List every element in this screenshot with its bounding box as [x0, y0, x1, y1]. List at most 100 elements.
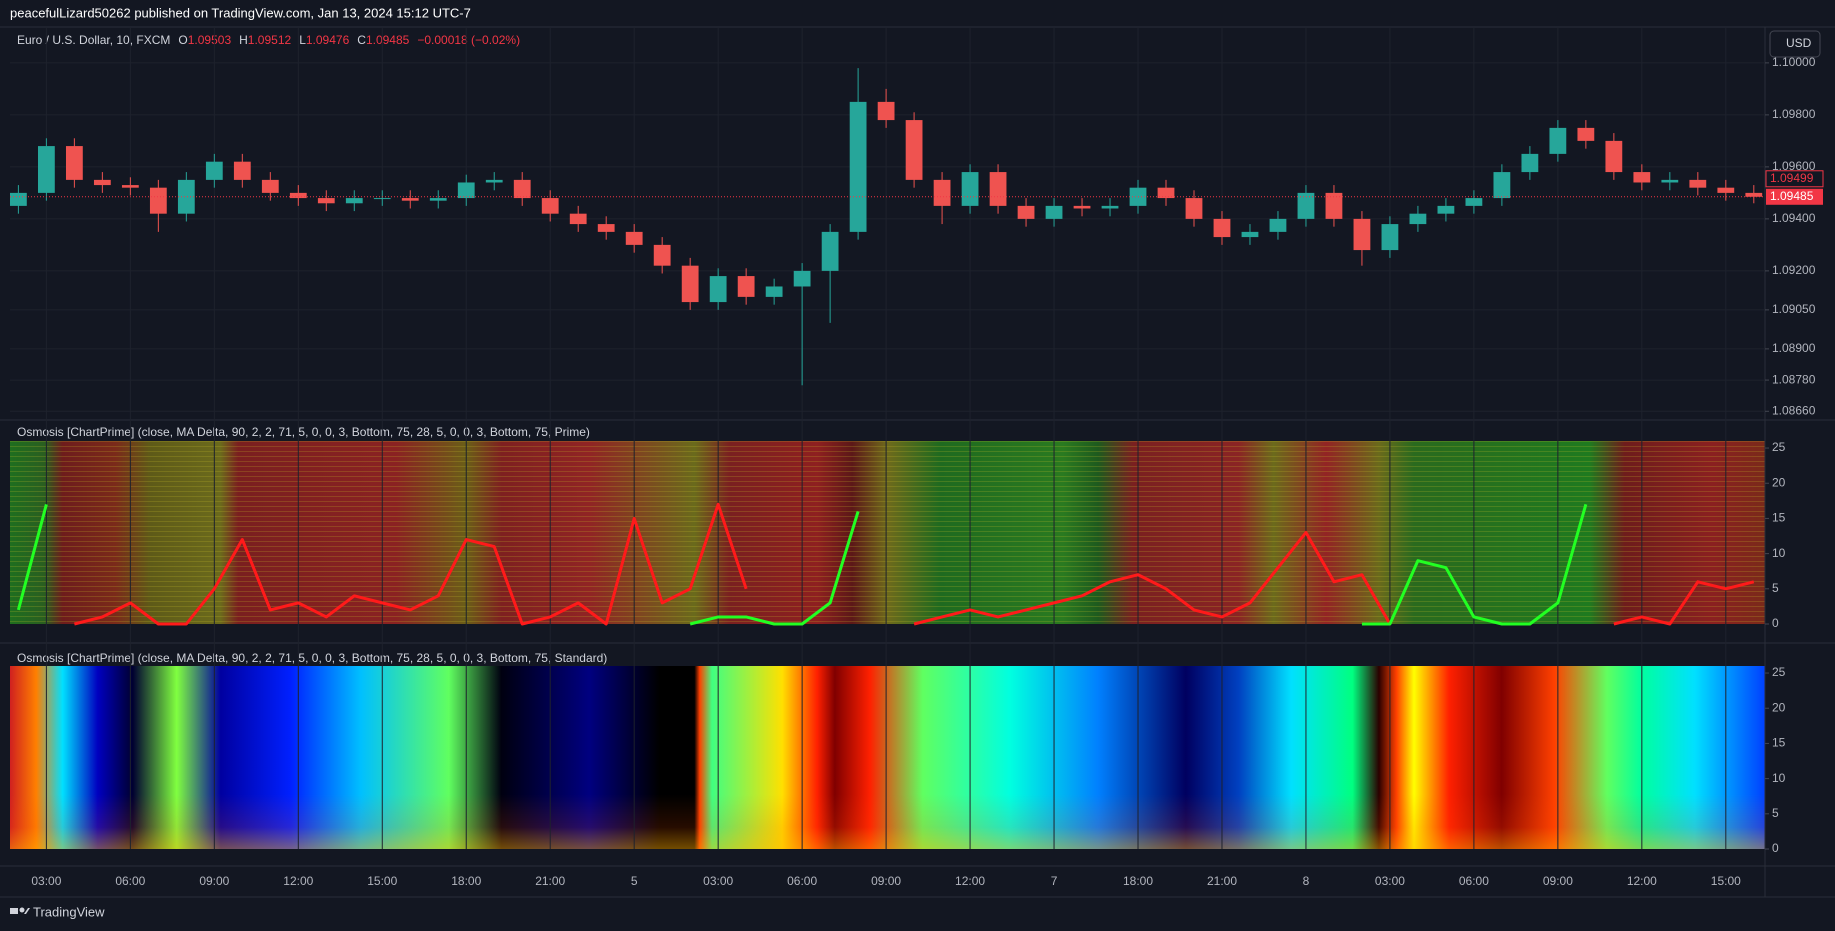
candle-body: [373, 198, 391, 200]
x-tick-label: 12:00: [283, 874, 313, 888]
y-tick-label: 20: [1772, 700, 1786, 714]
candle-body: [205, 161, 223, 180]
candle-body: [821, 231, 839, 271]
x-tick-label: 03:00: [1375, 874, 1405, 888]
x-tick-label: 12:00: [1627, 874, 1657, 888]
brand[interactable]: TradingView: [33, 904, 105, 919]
l-value: 1.09476: [306, 33, 350, 47]
candle-body: [37, 146, 55, 193]
x-tick-label: 18:00: [451, 874, 481, 888]
candle-body: [401, 198, 419, 201]
candle-body: [1297, 192, 1315, 219]
candle-body: [1661, 179, 1679, 183]
h-label: H: [239, 33, 248, 47]
x-tick-label: 09:00: [1543, 874, 1573, 888]
candle-body: [1465, 198, 1483, 206]
candle-body: [1017, 205, 1035, 219]
x-tick-label: 8: [1303, 874, 1310, 888]
x-tick-label: 7: [1051, 874, 1058, 888]
x-tick-label: 21:00: [535, 874, 565, 888]
candle-body: [737, 276, 755, 297]
candle-body: [1269, 218, 1287, 232]
y-tick-label: 1.09800: [1772, 107, 1816, 121]
candle-body: [289, 192, 307, 199]
currency[interactable]: USD: [1786, 36, 1812, 50]
x-tick-label: 03:00: [703, 874, 733, 888]
candle-body: [1717, 187, 1735, 193]
candle-body: [10, 192, 27, 206]
candle-body: [933, 179, 951, 206]
y-tick-label: 1.08900: [1772, 341, 1816, 355]
candle-body: [485, 179, 503, 183]
candle-body: [653, 244, 671, 266]
y-tick-label: 1.09200: [1772, 263, 1816, 277]
candle-body: [1409, 213, 1427, 225]
candle-body: [793, 270, 811, 287]
candle-body: [1521, 153, 1539, 173]
candle-body: [317, 198, 335, 204]
prev-price-label: 1.09499: [1770, 171, 1814, 185]
x-tick-label: 15:00: [1711, 874, 1741, 888]
y-tick-label: 20: [1772, 475, 1786, 489]
candle-body: [1437, 205, 1455, 214]
prev-price-box: [1765, 170, 1824, 188]
candle-body: [233, 161, 251, 180]
y-tick-label: 15: [1772, 736, 1786, 750]
candle-body: [1241, 231, 1259, 238]
currency-button[interactable]: [1769, 30, 1821, 58]
y-tick-label: 0: [1772, 616, 1779, 630]
candle-body: [1745, 192, 1763, 197]
candle-body: [1353, 218, 1371, 251]
c-label: C: [357, 33, 366, 47]
candle-body: [681, 265, 699, 303]
candle-body: [457, 182, 475, 199]
candle-body: [905, 120, 923, 180]
candle-body: [149, 187, 167, 214]
y-tick-label: 5: [1772, 806, 1779, 820]
y-tick-label: 1.09400: [1772, 211, 1816, 225]
y-tick-label: 10: [1772, 771, 1786, 785]
y-tick-label: 1.09050: [1772, 302, 1816, 316]
indicator-title: Osmosis [ChartPrime] (close, MA Delta, 9…: [17, 425, 590, 439]
candle-body: [1549, 127, 1567, 154]
indicator-line: [74, 502, 1755, 626]
candle-body: [877, 101, 895, 121]
y-tick-label: 25: [1772, 440, 1786, 454]
candle-body: [1157, 187, 1175, 199]
candle-body: [1213, 218, 1231, 238]
y-tick-label: 1.10000: [1772, 55, 1816, 69]
candle-body: [93, 179, 111, 186]
o-label: O: [178, 33, 187, 47]
candle-body: [541, 198, 559, 214]
candle-body: [1073, 205, 1091, 209]
x-tick-label: 06:00: [115, 874, 145, 888]
y-tick-label: 0: [1772, 841, 1779, 855]
standard-heatmap: [10, 666, 1765, 849]
y-tick-label: 1.09600: [1772, 159, 1816, 173]
prime-heatmap: [10, 441, 1765, 624]
candle-body: [1101, 205, 1119, 209]
last-price-label: 1.09485: [1770, 189, 1814, 203]
l-label: L: [299, 33, 306, 47]
x-tick-label: 09:00: [199, 874, 229, 888]
candle-body: [1185, 198, 1203, 219]
candle-body: [121, 185, 139, 188]
candle-body: [1325, 192, 1343, 219]
candle-body: [709, 276, 727, 303]
candle-body: [1381, 224, 1399, 251]
y-tick-label: 15: [1772, 511, 1786, 525]
candle-body: [765, 286, 783, 297]
candle-body: [1045, 205, 1063, 219]
candle-body: [513, 179, 531, 199]
candle-body: [261, 179, 279, 193]
x-tick-label: 06:00: [1459, 874, 1489, 888]
x-tick-label: 18:00: [1123, 874, 1153, 888]
c-value: 1.09485: [366, 33, 410, 47]
candle-body: [597, 224, 615, 232]
x-tick-label: 5: [631, 874, 638, 888]
x-tick-label: 15:00: [367, 874, 397, 888]
symbol: Euro / U.S. Dollar, 10, FXCM: [17, 33, 170, 47]
legend: Euro / U.S. Dollar, 10, FXCM O1.09503 H1.0…: [17, 33, 520, 47]
